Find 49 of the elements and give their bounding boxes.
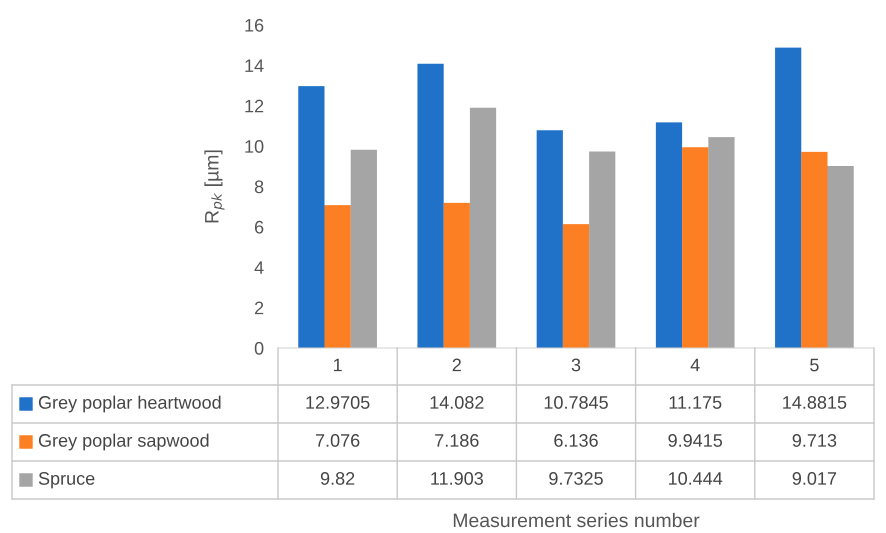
legend-label: Spruce	[38, 472, 94, 488]
data-label: 11.175	[670, 396, 722, 409]
y-axis-title: R$_{pk}$ [µm]	[204, 150, 224, 222]
data-label: 9.9415	[668, 434, 722, 447]
y-tick-label: 0	[254, 342, 264, 355]
bar	[444, 202, 470, 348]
data-label: 14.8815	[783, 396, 846, 409]
y-tick-label: 12	[245, 100, 264, 112]
bar	[656, 122, 682, 348]
data-label: 6.136	[554, 434, 598, 447]
bar	[350, 150, 377, 348]
bar	[828, 166, 854, 348]
data-label: 9.713	[792, 434, 836, 447]
data-label: 10.7845	[544, 396, 608, 409]
y-tick-label: 2	[254, 302, 264, 314]
x-tick-label: 1	[334, 358, 342, 372]
bar	[470, 108, 496, 348]
bar	[324, 205, 351, 348]
bar	[536, 130, 563, 348]
x-tick-label: 5	[810, 358, 819, 372]
y-tick-label: 6	[254, 220, 264, 234]
text: Measurement series number	[454, 512, 700, 528]
data-label: 11.903	[431, 472, 483, 485]
x-tick-label: 3	[572, 358, 580, 372]
legend-label: Grey poplar sapwood	[38, 434, 208, 450]
data-label: 10.444	[668, 472, 722, 485]
y-tick-label: 4	[254, 261, 264, 274]
y-tick-label: 8	[254, 180, 264, 194]
y-tick-label: 10	[245, 140, 264, 153]
data-label: 9.82	[320, 472, 354, 485]
y-tick-label: 14	[245, 59, 264, 72]
data-label: 9.7325	[549, 472, 603, 485]
bar	[775, 48, 802, 348]
legend-label: Grey poplar heartwood	[38, 396, 221, 412]
bar	[682, 147, 708, 348]
bar	[801, 152, 828, 348]
bar	[298, 86, 324, 348]
bar	[417, 64, 444, 348]
bar	[562, 224, 590, 348]
data-label: 7.076	[316, 434, 360, 447]
data-label: 7.186	[435, 434, 479, 447]
x-tick-label: 4	[690, 358, 700, 372]
y-tick-label: 16	[245, 18, 264, 32]
data-label: 9.017	[792, 472, 836, 485]
data-label: 12.9705	[306, 396, 370, 409]
bar	[708, 137, 735, 348]
data-label: 14.082	[430, 396, 484, 409]
x-tick-label: 2	[452, 358, 461, 372]
bar	[589, 152, 616, 348]
